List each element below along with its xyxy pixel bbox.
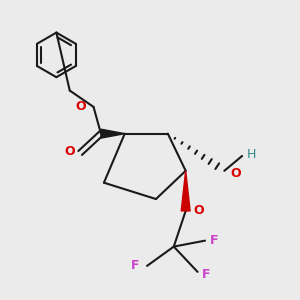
Text: H: H <box>247 148 256 161</box>
Text: F: F <box>131 260 140 272</box>
Text: O: O <box>64 145 75 158</box>
Text: F: F <box>202 268 211 281</box>
Text: O: O <box>230 167 241 180</box>
Text: F: F <box>210 234 219 247</box>
Text: O: O <box>76 100 86 113</box>
Polygon shape <box>101 129 125 138</box>
Polygon shape <box>181 171 190 211</box>
Text: O: O <box>193 204 204 218</box>
